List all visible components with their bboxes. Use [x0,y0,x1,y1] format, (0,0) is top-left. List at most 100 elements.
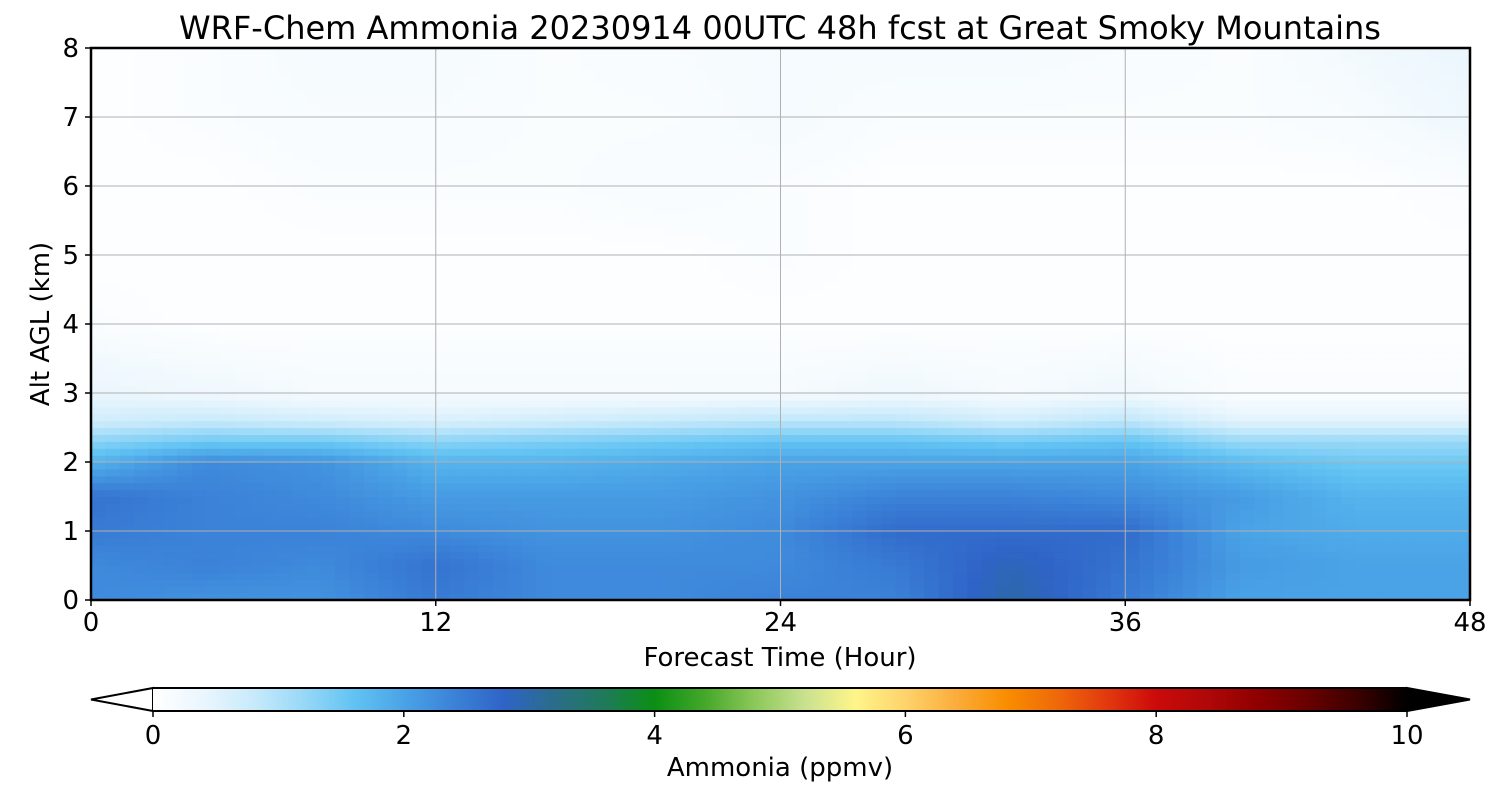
heatmap-cell [507,386,523,394]
heatmap-cell [751,117,767,125]
heatmap-cell [881,510,897,518]
heatmap-cell [478,220,494,228]
heatmap-cell [723,220,738,228]
heatmap-cell [924,317,940,325]
heatmap-cell [450,206,466,215]
heatmap-cell [349,565,365,573]
heatmap-cell [148,399,164,408]
heatmap-cell [723,448,738,456]
heatmap-cell [205,358,221,366]
heatmap-cell [952,551,968,560]
heatmap-cell [536,393,552,401]
heatmap-cell [148,372,164,380]
heatmap-cell [751,579,767,587]
heatmap-cell [205,420,221,429]
heatmap-cell [881,351,897,360]
heatmap-cell [464,61,480,70]
heatmap-cell [536,489,552,498]
heatmap-cell [335,441,351,449]
heatmap-cell [363,427,379,435]
heatmap-cell [177,393,193,401]
heatmap-cell [378,137,394,146]
heatmap-cell [435,462,451,470]
heatmap-cell [737,89,753,97]
heatmap-cell [723,358,738,366]
heatmap-cell [694,179,710,187]
heatmap-cell [938,517,954,525]
heatmap-cell [780,593,796,600]
heatmap-cell [723,489,738,498]
heatmap-cell [392,75,408,84]
heatmap-cell [292,324,308,332]
heatmap-cell [751,503,767,511]
heatmap-cell [766,54,782,63]
heatmap-cell [119,48,135,56]
heatmap-cell [794,358,810,366]
heatmap-cell [464,455,480,463]
heatmap-cell [536,117,552,125]
heatmap-cell [91,379,106,387]
heatmap-cell [148,475,164,484]
heatmap-cell [91,255,106,263]
heatmap-cell [852,61,868,70]
heatmap-cell [205,565,221,573]
heatmap-cell [234,179,250,187]
heatmap-cell [249,351,264,360]
heatmap-cell [565,399,580,408]
heatmap-cell [378,441,394,449]
heatmap-cell [852,572,868,580]
heatmap-cell [521,586,537,594]
heatmap-cell [852,344,868,353]
heatmap-cell [737,296,753,304]
heatmap-cell [220,386,236,394]
heatmap-cell [536,365,552,373]
heatmap-cell [220,61,236,70]
heatmap-cell [392,565,408,573]
heatmap-cell [723,434,738,442]
heatmap-cell [421,48,437,56]
heatmap-cell [622,413,638,422]
heatmap-cell [119,496,135,504]
heatmap-cell [249,130,264,139]
heatmap-cell [837,448,853,456]
heatmap-cell [909,344,925,353]
heatmap-cell [450,172,466,180]
heatmap-cell [780,324,796,332]
heatmap-cell [909,199,925,208]
heatmap-cell [967,544,983,553]
heatmap-cell [881,503,897,511]
heatmap-cell [780,551,796,560]
heatmap-cell [837,572,853,580]
heatmap-cell [464,158,480,166]
heatmap-cell [794,551,810,560]
heatmap-cell [191,386,207,394]
heatmap-cell [766,496,782,504]
heatmap-cell [119,558,135,567]
heatmap-cell [320,558,336,567]
heatmap-cell [952,579,968,587]
heatmap-cell [392,296,408,304]
heatmap-cell [450,310,466,318]
heatmap-cell [205,261,221,270]
heatmap-cell [895,330,911,339]
heatmap-cell [952,296,968,304]
heatmap-cell [809,54,825,63]
heatmap-cell [608,358,624,366]
heatmap-cell [450,192,466,201]
heatmap-cell [335,268,351,277]
heatmap-cell [694,586,710,594]
heatmap-cell [392,261,408,270]
heatmap-cell [177,220,193,228]
heatmap-cell [809,324,825,332]
heatmap-cell [895,220,911,228]
heatmap-cell [493,406,509,415]
heatmap-cell [679,186,695,194]
heatmap-cell [751,75,767,84]
heatmap-cell [435,386,451,394]
heatmap-cell [622,317,638,325]
heatmap-cell [464,213,480,222]
heatmap-cell [952,324,968,332]
heatmap-cell [392,130,408,139]
heatmap-cell [622,123,638,132]
heatmap-cell [392,399,408,408]
